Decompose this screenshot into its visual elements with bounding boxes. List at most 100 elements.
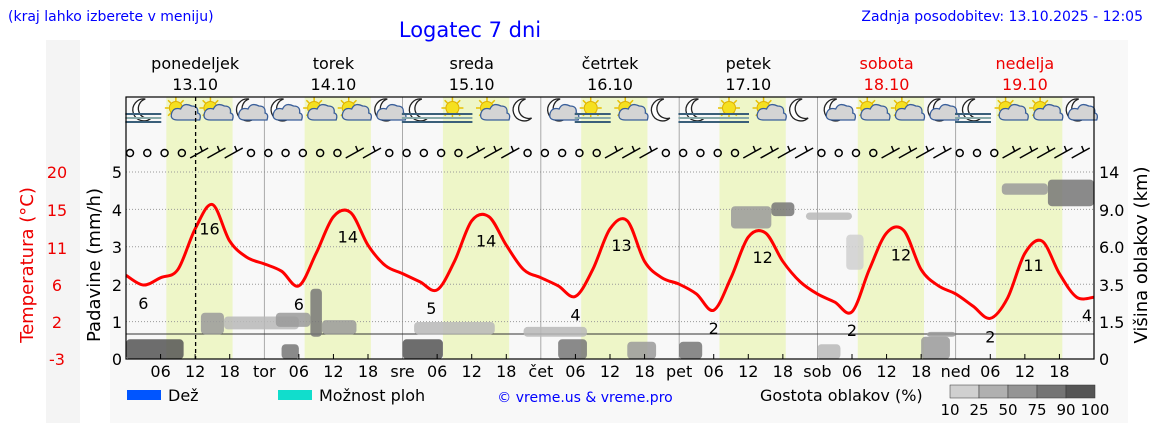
calm-wind-icon — [160, 148, 169, 158]
wind-barb-icon — [1019, 145, 1039, 159]
sun-ray — [616, 99, 621, 104]
barb-staff — [881, 147, 900, 159]
wind-barb-icon — [604, 145, 624, 159]
density-swatch — [949, 384, 980, 399]
density-swatch — [978, 384, 1009, 399]
sun-ray — [755, 99, 760, 104]
barb-staff — [639, 147, 658, 159]
calm-wind-icon — [385, 148, 394, 158]
barb-staff — [915, 147, 935, 159]
barb-flag — [1081, 145, 1085, 152]
temperature-label: 6 — [138, 294, 148, 313]
x-hour-tick: 18 — [634, 362, 654, 381]
sun-cloud-icon — [752, 97, 787, 121]
x-hour-tick: 12 — [185, 362, 205, 381]
moon-crescent — [512, 98, 533, 122]
wind-barb-icon — [898, 145, 918, 159]
density-tick: 50 — [998, 401, 1017, 419]
wind-barb-icon — [1002, 145, 1021, 159]
page-title: Logatec 7 dni — [399, 18, 541, 42]
cloud-shape — [1067, 103, 1099, 121]
calm-wind-icon — [264, 148, 273, 158]
sun-ray — [595, 99, 600, 104]
x-hour-tick: 12 — [738, 362, 758, 381]
calm-wind-icon — [955, 148, 964, 158]
temp-tick: -3 — [49, 350, 65, 369]
sun-disc — [445, 101, 460, 115]
sun-small-cloud-icon — [164, 97, 201, 121]
wind-barb-icon — [794, 145, 814, 159]
daylight-band — [581, 97, 648, 359]
barb-staff — [207, 147, 226, 159]
x-hour-tick: 12 — [876, 362, 896, 381]
day-date: 17.10 — [725, 75, 771, 94]
cloud-patch — [627, 341, 657, 359]
x-hour-tick: 06 — [842, 362, 862, 381]
rain-legend-swatch — [127, 390, 161, 400]
calm-wind-icon — [281, 148, 290, 158]
barb-staff — [898, 147, 918, 159]
temperature-label: 2 — [985, 327, 995, 346]
showers-legend-label: Možnost ploh — [319, 386, 425, 405]
x-day-tick: sre — [390, 362, 414, 381]
calm-wind-icon — [696, 148, 705, 158]
day-name: sobota — [859, 54, 913, 73]
calm-wind-icon — [817, 148, 826, 158]
wind-barb-icon — [207, 145, 226, 159]
sun-cloud-icon — [890, 97, 926, 121]
calm-wind-icon — [972, 148, 982, 158]
barb-staff — [362, 147, 382, 159]
x-hour-tick: 06 — [427, 362, 447, 381]
barb-flag — [1029, 145, 1033, 152]
copyright-link[interactable]: © vreme.us & vreme.pro — [497, 390, 672, 406]
x-hour-tick: 18 — [1049, 362, 1069, 381]
density-tick: 100 — [1081, 401, 1110, 419]
x-hour-tick: 06 — [150, 362, 170, 381]
sun-ray — [491, 99, 496, 104]
cloud-shape — [307, 103, 338, 121]
barb-staff — [1019, 147, 1039, 159]
barb-flag — [1063, 145, 1068, 152]
sun-ray — [767, 99, 772, 104]
x-hour-tick: 18 — [358, 362, 378, 381]
day-name: nedelja — [996, 54, 1055, 73]
calm-wind-icon — [575, 148, 584, 158]
barb-flag — [234, 145, 238, 152]
precip-tick: 0 — [112, 350, 122, 369]
cloud-height-tick: 1.5 — [1099, 313, 1124, 332]
sun-ray — [353, 99, 358, 104]
wind-barb-icon — [742, 145, 762, 159]
sun-ray — [1009, 99, 1014, 104]
x-hour-tick: 18 — [773, 362, 793, 381]
wind-barb-icon — [1036, 145, 1056, 159]
temp-tick: 15 — [47, 201, 67, 220]
sun-ray — [906, 99, 911, 104]
calm-wind-icon — [834, 148, 843, 158]
calm-wind-icon — [540, 148, 550, 158]
cloud-patch — [310, 288, 322, 337]
sun-ray — [318, 99, 323, 104]
temperature-label: 14 — [338, 228, 358, 247]
barb-staff — [466, 147, 486, 159]
barb-flag — [908, 145, 912, 152]
cloud-patch — [771, 202, 795, 217]
sun-cloud-icon — [337, 97, 373, 121]
sun-ray — [893, 99, 898, 104]
calm-wind-icon — [298, 148, 308, 158]
precip-tick: 3 — [112, 238, 122, 257]
x-day-tick: sob — [803, 362, 831, 381]
temperature-label: 2 — [709, 319, 719, 338]
daylight-band — [442, 97, 510, 359]
cloud-shape — [825, 103, 857, 121]
calm-wind-icon — [454, 148, 463, 158]
density-swatch — [1036, 384, 1067, 399]
hint-text[interactable]: (kraj lahko izberete v meniju) — [8, 9, 214, 25]
cloud-density-label: Gostota oblakov (%) — [760, 386, 923, 405]
cloud-shape — [1033, 103, 1064, 121]
cloud-shape — [203, 103, 234, 121]
barb-flag — [216, 145, 221, 152]
moon-crescent — [789, 98, 809, 122]
moon-fog-icon — [955, 98, 991, 123]
sun-ray — [871, 99, 876, 104]
